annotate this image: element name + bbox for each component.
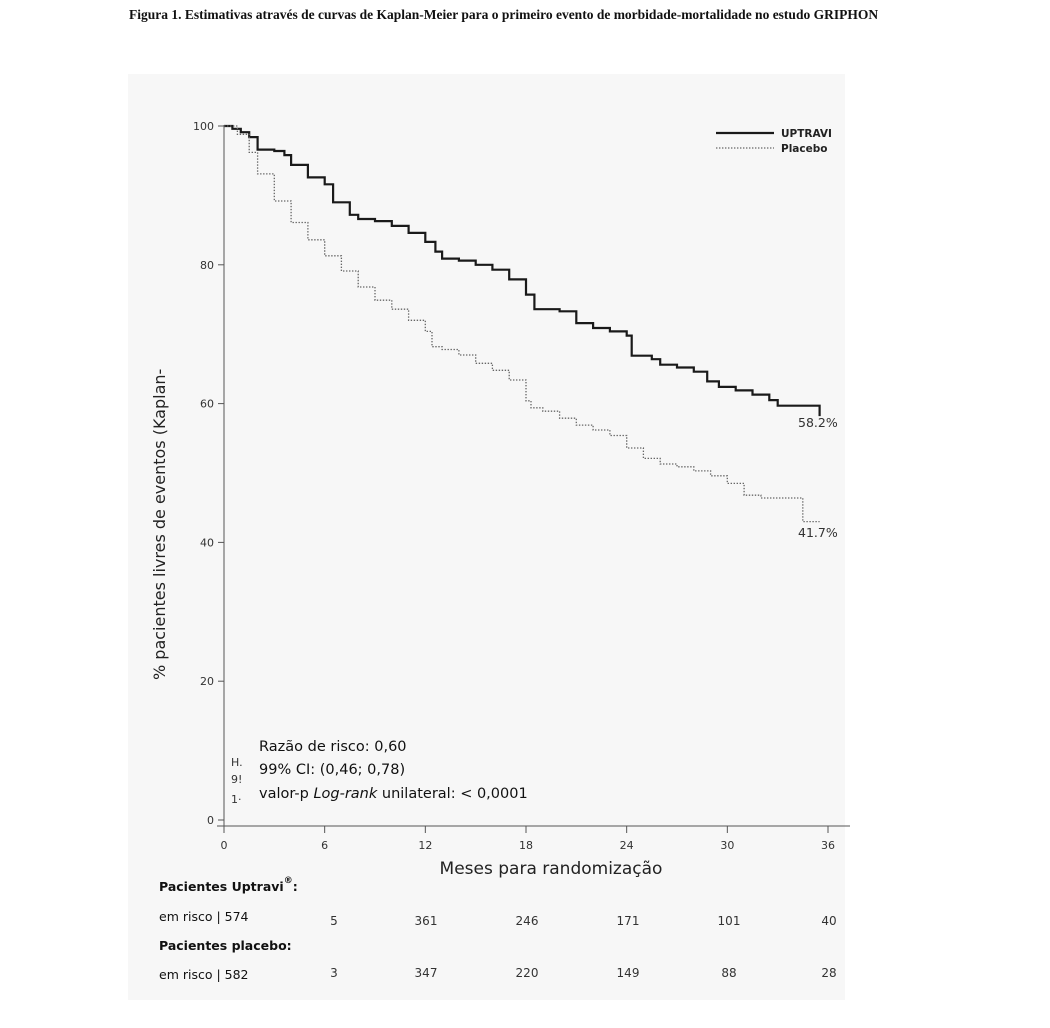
risk-count: 101	[718, 914, 741, 928]
confidence-interval-text: 99% CI: (0,46; 0,78)	[259, 762, 405, 778]
y-tick-label: 80	[200, 259, 214, 272]
series-line-uptravi	[224, 124, 821, 417]
p-value-prefix: valor-p	[259, 786, 313, 802]
risk-row-label-uptravi: em risco | 574	[159, 909, 249, 924]
risk-count: 28	[821, 966, 836, 980]
figure-caption: Figura 1. Estimativas através de curvas …	[129, 7, 879, 22]
y-tick-label: 100	[193, 120, 214, 133]
stat-fragment-2: 9!	[231, 773, 242, 786]
end-label-uptravi: 58.2%	[798, 415, 838, 430]
legend-label-placebo: Placebo	[781, 143, 827, 155]
risk-count: 3	[330, 966, 338, 980]
risk-count: 347	[415, 966, 438, 980]
legend-label-uptravi: UPTRAVI	[781, 128, 832, 140]
risk-header-uptravi: Pacientes Uptravi®:	[159, 876, 298, 894]
p-value-suffix: unilateral: < 0,0001	[377, 786, 527, 802]
risk-count: 88	[721, 966, 736, 980]
risk-row-label-placebo: em risco | 582	[159, 967, 249, 982]
x-tick-label: 6	[321, 839, 328, 852]
stat-fragment-3: 1·	[231, 793, 242, 806]
x-tick-label: 36	[821, 839, 835, 852]
y-tick-label: 60	[200, 398, 214, 411]
risk-counts: 5 361 246 171 101 40 3 347 220 149 88 28	[330, 914, 836, 980]
risk-count: 171	[617, 914, 640, 928]
x-tick-label: 18	[519, 839, 533, 852]
x-tick-label: 30	[720, 839, 734, 852]
x-axis-title: Meses para randomização	[440, 859, 663, 879]
series-line-placebo	[224, 125, 820, 523]
risk-count: 220	[516, 966, 539, 980]
y-axis-title: % pacientes livres de eventos (Kaplan-	[150, 369, 169, 680]
risk-header-placebo: Pacientes placebo:	[159, 938, 292, 953]
risk-count: 149	[617, 966, 640, 980]
x-tick-label: 12	[418, 839, 432, 852]
stat-fragment-1: H.	[231, 756, 243, 769]
y-tick-label: 40	[200, 536, 214, 549]
y-tick-label: 0	[207, 814, 214, 827]
axis-ticks: 0 20 40 60 80 100 0 6 12 18 24 30 36	[193, 120, 835, 852]
risk-count: 40	[821, 914, 836, 928]
log-rank-term: Log-rank	[313, 786, 377, 802]
risk-count: 246	[516, 914, 539, 928]
end-label-placebo: 41.7%	[798, 525, 838, 540]
risk-count: 361	[415, 914, 438, 928]
hazard-ratio-text: Razão de risco: 0,60	[259, 739, 407, 755]
registered-mark: ®	[284, 876, 293, 886]
risk-header-uptravi-colon: :	[293, 879, 298, 894]
risk-count: 5	[330, 914, 338, 928]
x-tick-label: 0	[221, 839, 228, 852]
p-value-text: valor-p Log-rank unilateral: < 0,0001	[259, 786, 528, 802]
x-tick-label: 24	[620, 839, 634, 852]
risk-header-uptravi-text: Pacientes Uptravi	[159, 879, 284, 894]
y-tick-label: 20	[200, 675, 214, 688]
figure-panel	[128, 74, 845, 1000]
